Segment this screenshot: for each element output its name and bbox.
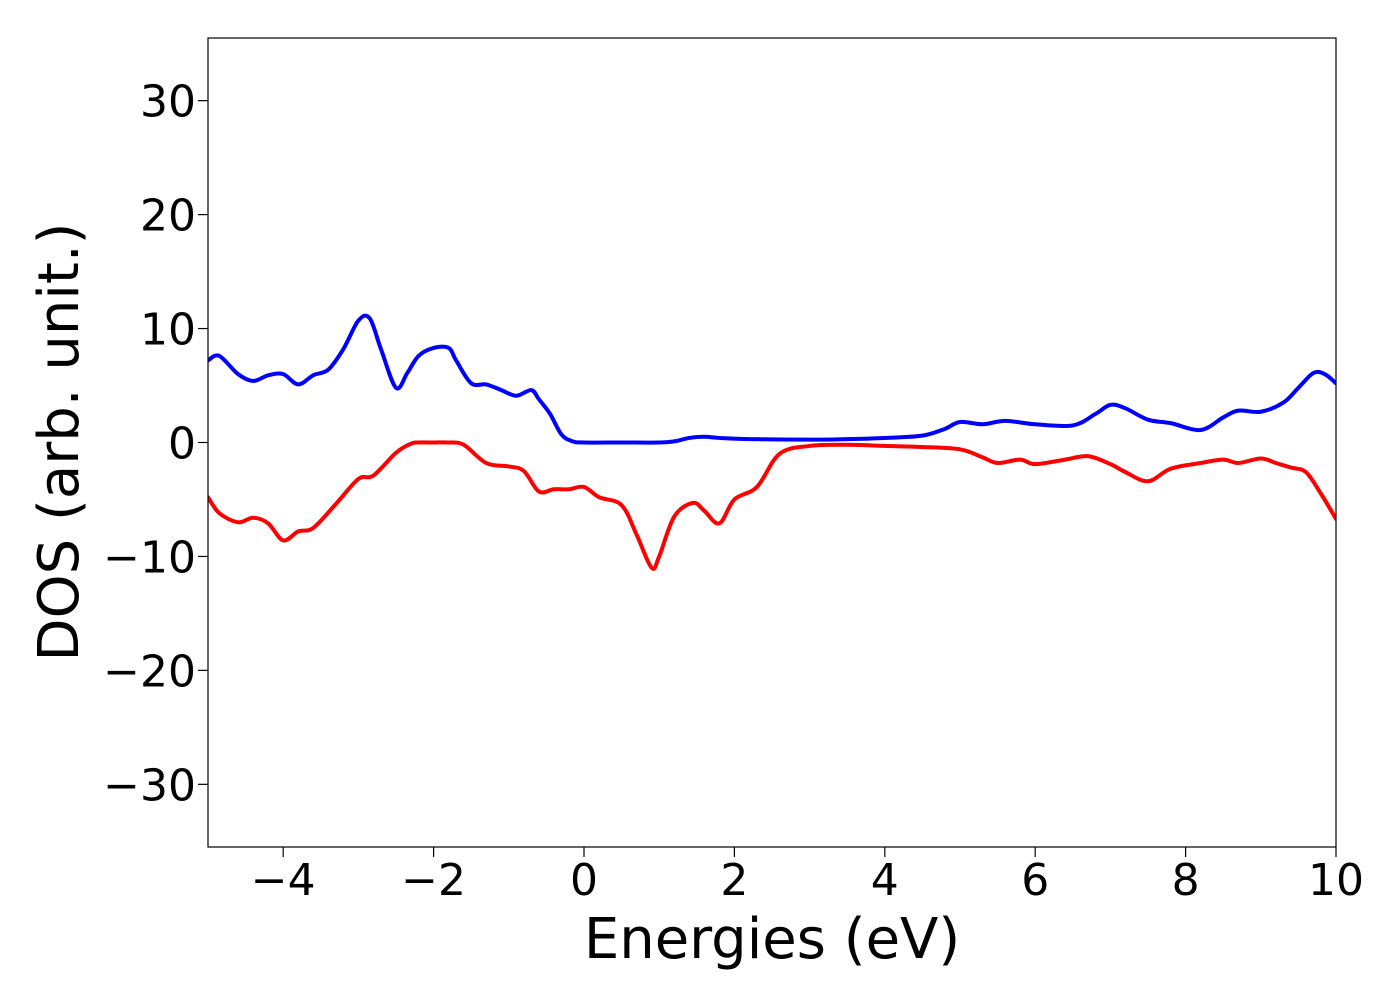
y-tick-label: −30 [103, 760, 196, 811]
y-tick-label: 30 [140, 77, 196, 128]
series-layer [208, 313, 1336, 571]
x-tick-label: 8 [1172, 855, 1200, 906]
y-axis-label: DOS (arb. unit.) [27, 222, 92, 661]
y-axis-ticks: 30 20 10 0 −10 −20 −30 [103, 77, 208, 811]
y-tick-label: 20 [140, 191, 196, 242]
dos-series-line-red [208, 440, 1336, 571]
x-tick-label: 4 [871, 855, 899, 906]
x-tick-label: 6 [1021, 855, 1049, 906]
y-tick-label: 0 [168, 419, 196, 470]
x-axis-ticks: −4 −2 0 2 4 6 8 10 [251, 847, 1364, 906]
x-tick-label: 10 [1308, 855, 1364, 906]
y-tick-label: −10 [103, 532, 196, 583]
x-tick-label: 2 [720, 855, 748, 906]
dos-series-line-blue [208, 313, 1336, 445]
x-tick-label: −2 [401, 855, 466, 906]
x-axis-label: Energies (eV) [584, 907, 960, 972]
y-tick-label: 10 [140, 305, 196, 356]
y-tick-label: −20 [103, 646, 196, 697]
x-tick-label: −4 [251, 855, 316, 906]
x-tick-label: 0 [570, 855, 598, 906]
